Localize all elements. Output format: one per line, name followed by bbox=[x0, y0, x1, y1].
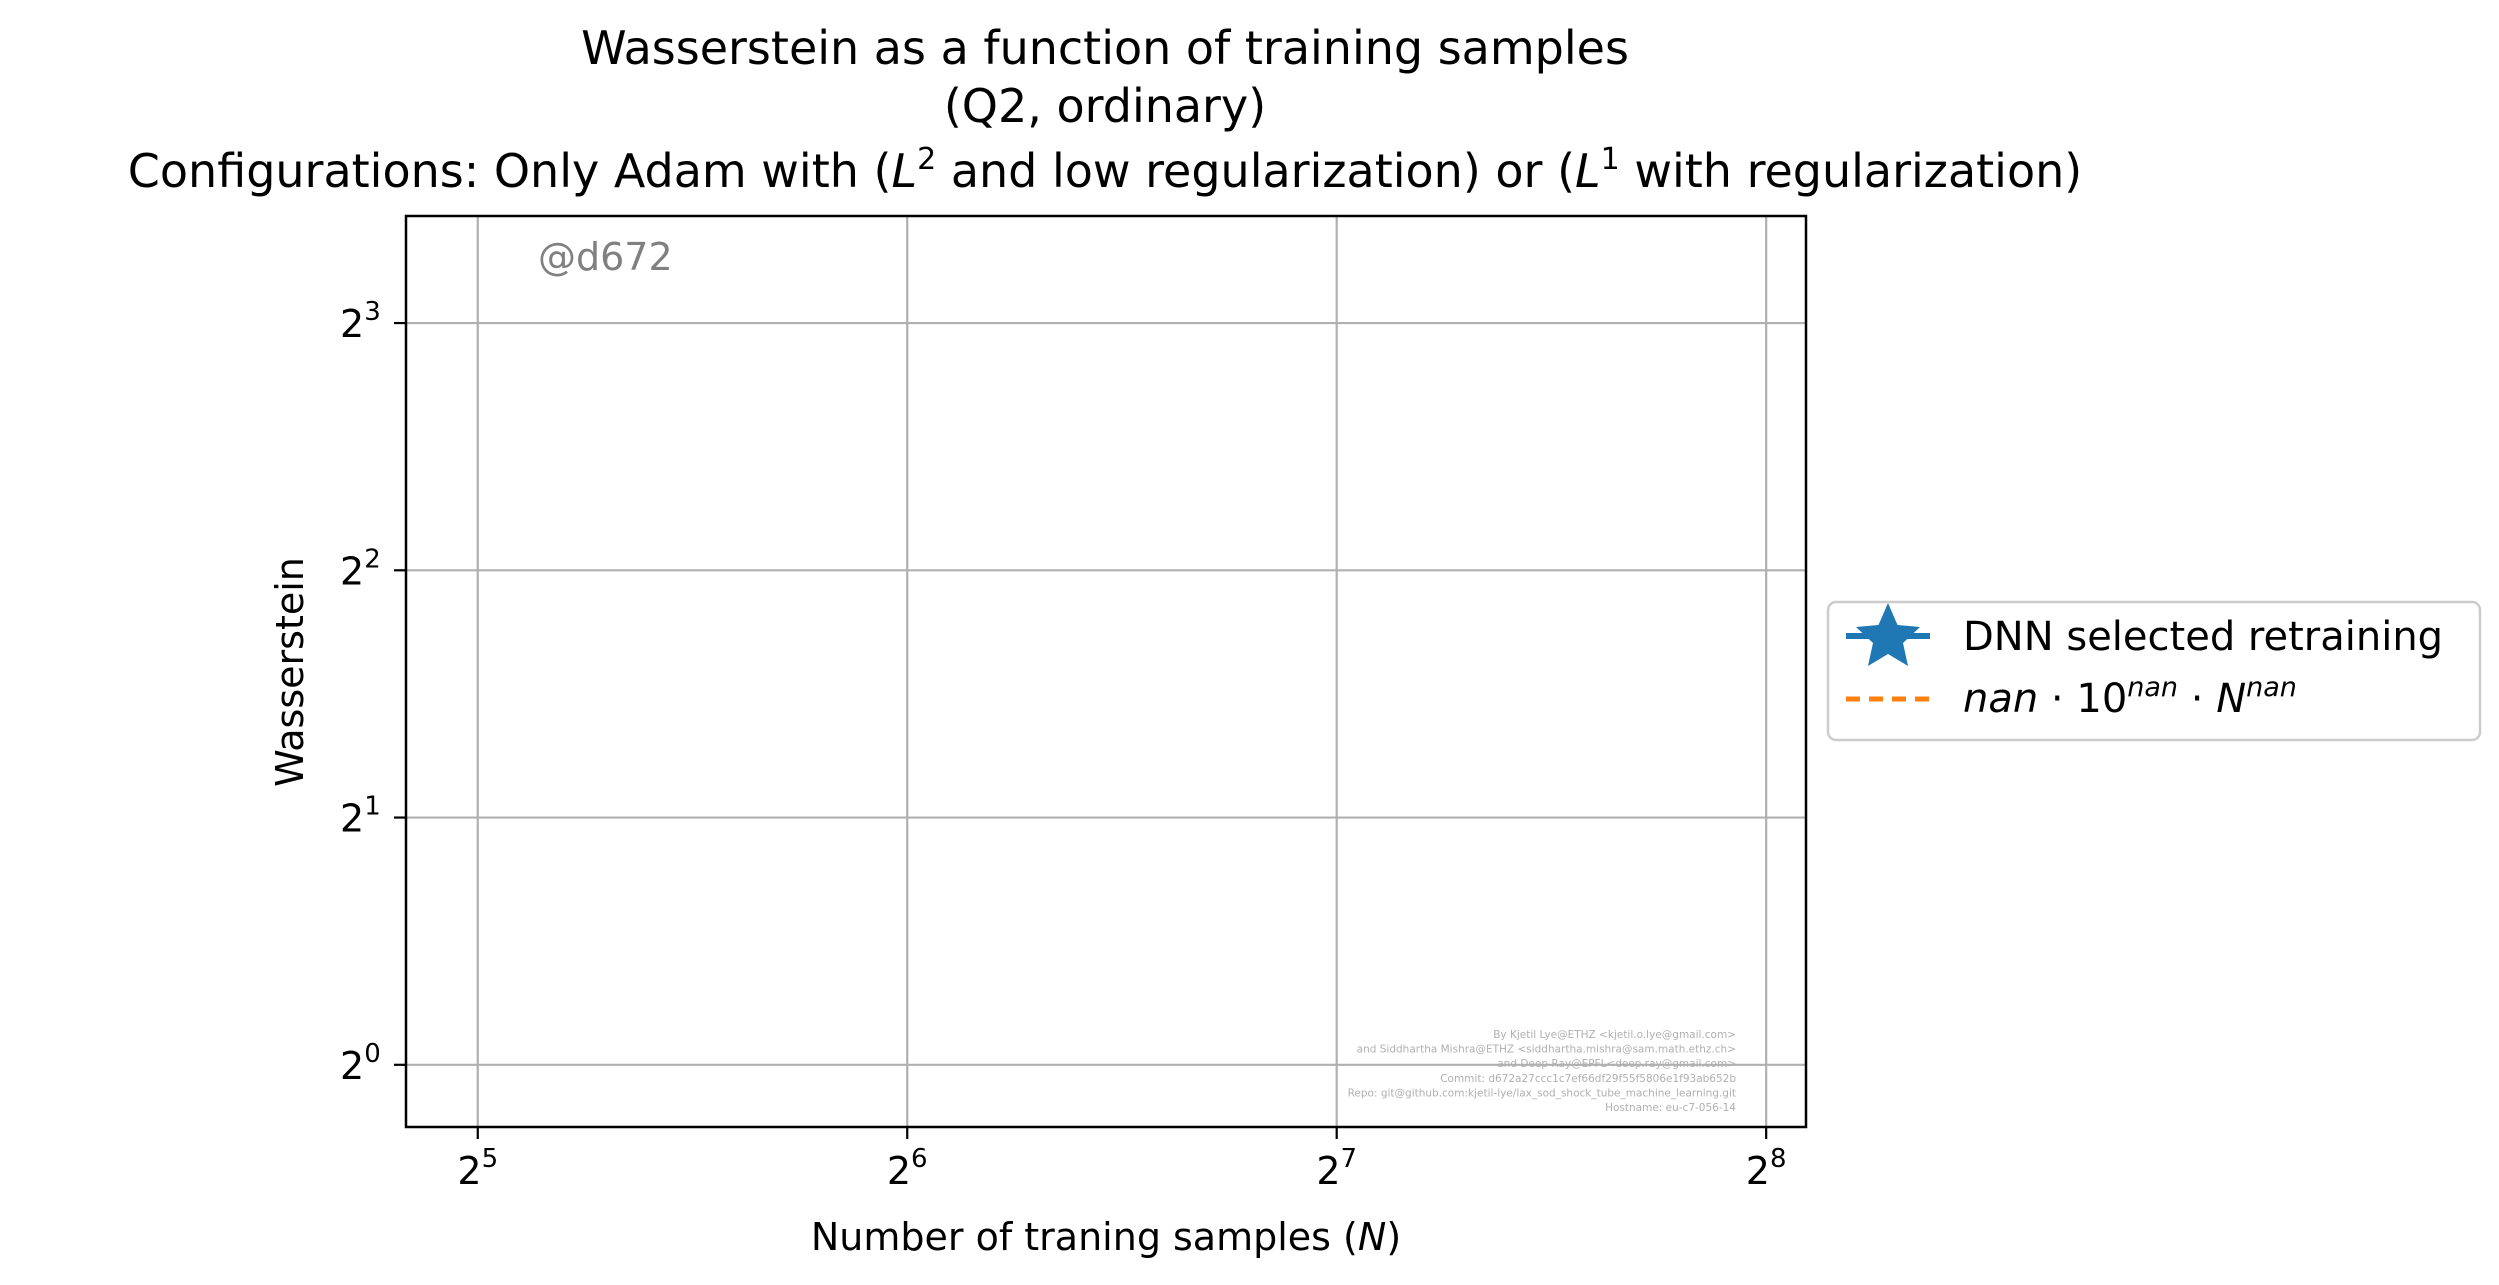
legend-box bbox=[1826, 600, 2482, 742]
title-config-suffix: with regularization) bbox=[1620, 144, 2082, 198]
x-axis-label-close: ) bbox=[1386, 1215, 1401, 1259]
credit-line-4: Repo: git@github.com:kjetil-lye/lax_sod_… bbox=[1348, 1087, 1736, 1099]
plot-frame bbox=[404, 214, 1808, 1129]
credit-line-2: and Deep Ray@EPFL<deep.ray@gmail.com> bbox=[1497, 1058, 1736, 1070]
x-axis-label-text: Number of traning samples ( bbox=[811, 1215, 1358, 1259]
grid bbox=[406, 216, 1806, 1127]
title-config-mid: and low regularization) or ( bbox=[936, 144, 1575, 198]
legend: DNN selected retraining nan · 10nan · Nn… bbox=[1826, 600, 2482, 742]
title-l1-exp: 1 bbox=[1601, 142, 1620, 177]
title-config-prefix: Configurations: Only Adam with ( bbox=[128, 144, 892, 198]
credits-block: By Kjetil Lye@ETHZ <kjetil.o.lye@gmail.c… bbox=[1348, 1029, 1737, 1114]
title-l1-base: L bbox=[1575, 144, 1601, 198]
x-tick-label-0: 25 bbox=[457, 1144, 498, 1193]
x-axis-ticks: 25 26 27 28 bbox=[457, 1127, 1787, 1193]
watermark: @d672 bbox=[538, 235, 673, 279]
credit-line-0: By Kjetil Lye@ETHZ <kjetil.o.lye@gmail.c… bbox=[1493, 1029, 1736, 1041]
legend-label-fit: nan · 10nan · Nnan bbox=[1963, 672, 2297, 722]
y-tick-label-3: 23 bbox=[340, 297, 381, 346]
legend-entry-fit: nan · 10nan · Nnan bbox=[1846, 672, 2297, 722]
credit-line-5: Hostname: eu-c7-056-14 bbox=[1605, 1102, 1736, 1114]
legend-label-dnn: DNN selected retraining bbox=[1963, 614, 2443, 660]
legend-fit-n: N bbox=[2216, 676, 2246, 722]
title-line-1: Wasserstein as a function of training sa… bbox=[581, 21, 1629, 75]
title-l2-base: L bbox=[891, 144, 917, 198]
x-tick-label-2: 27 bbox=[1316, 1144, 1357, 1193]
y-tick-label-2: 22 bbox=[340, 544, 381, 593]
legend-fit-e1: nan bbox=[2127, 672, 2178, 703]
x-axis-label-var: N bbox=[1358, 1215, 1386, 1259]
x-tick-label-1: 26 bbox=[887, 1144, 928, 1193]
x-axis-label: Number of traning samples (N) bbox=[811, 1215, 1401, 1259]
y-axis-ticks: 20 21 22 23 bbox=[340, 297, 406, 1088]
y-tick-label-1: 21 bbox=[340, 792, 381, 841]
x-tick-label-3: 28 bbox=[1746, 1144, 1787, 1193]
legend-fit-a: nan bbox=[1963, 676, 2038, 722]
y-tick-label-0: 20 bbox=[340, 1039, 381, 1088]
credit-line-1: and Siddhartha Mishra@ETHZ <siddhartha.m… bbox=[1357, 1044, 1736, 1056]
legend-fit-dot: · 10 bbox=[2038, 676, 2127, 722]
chart-title: Wasserstein as a function of training sa… bbox=[128, 21, 2082, 198]
title-line-2: (Q2, ordinary) bbox=[944, 79, 1266, 133]
title-l2-exp: 2 bbox=[917, 142, 936, 177]
y-axis-label: Wasserstein bbox=[268, 557, 312, 787]
legend-fit-dot2: · bbox=[2178, 676, 2216, 722]
credit-line-3: Commit: d672a27ccc1c7ef66df29f55f5806e1f… bbox=[1440, 1073, 1736, 1085]
legend-star-marker bbox=[1856, 603, 1920, 666]
title-line-3: Configurations: Only Adam with (L2 and l… bbox=[128, 142, 2082, 198]
legend-entry-dnn: DNN selected retraining bbox=[1846, 603, 2443, 666]
legend-fit-e2: nan bbox=[2246, 672, 2297, 703]
